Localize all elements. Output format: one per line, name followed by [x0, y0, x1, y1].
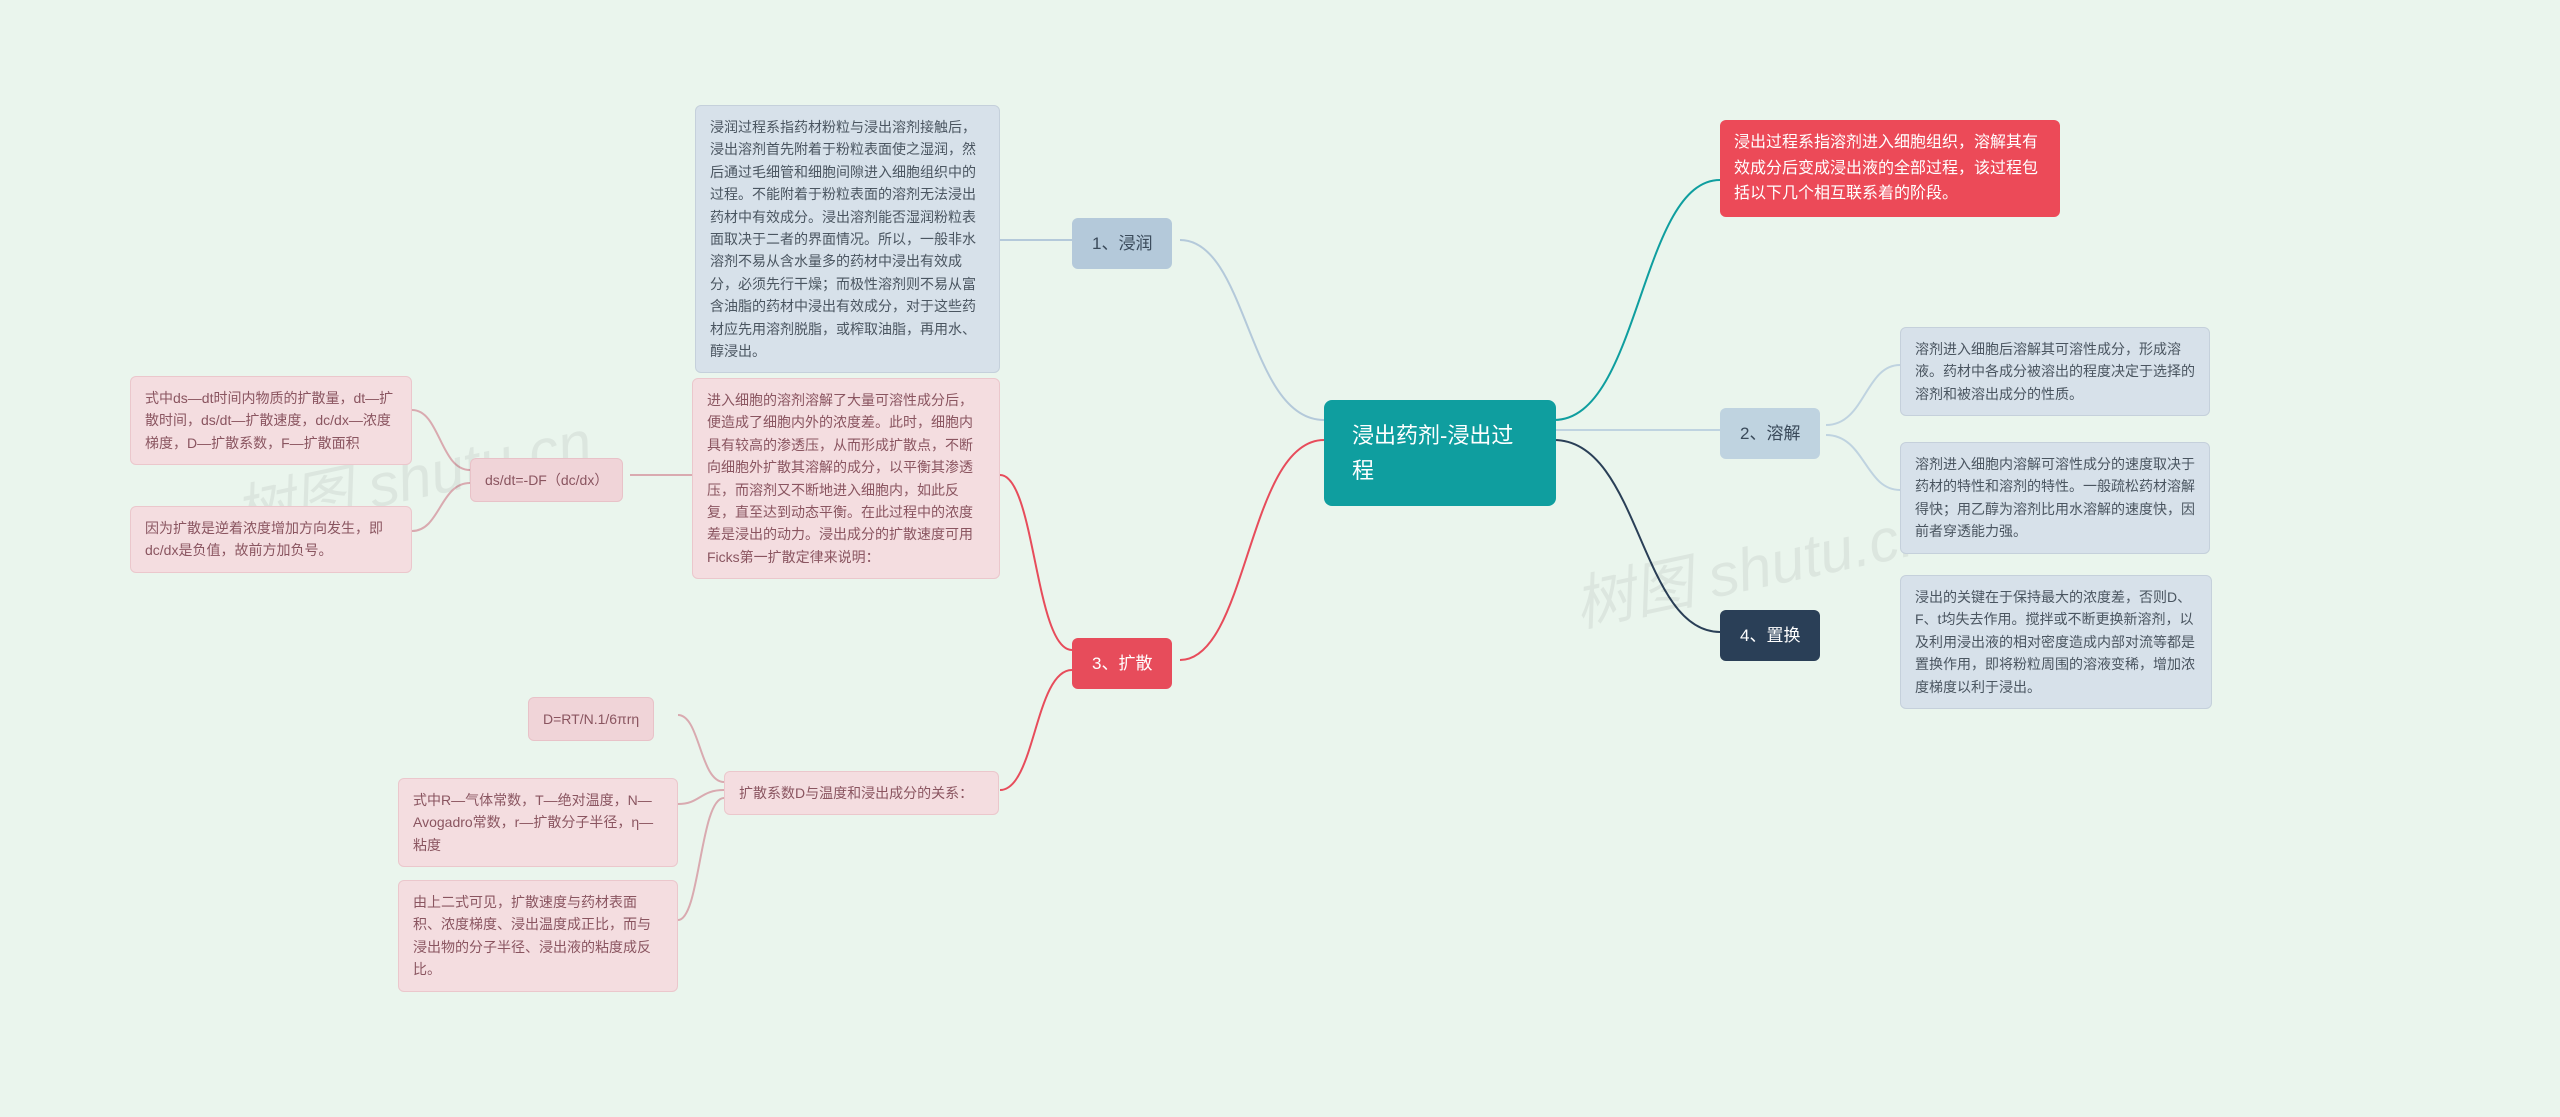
stage3-desc-main: 进入细胞的溶剂溶解了大量可溶性成分后，便造成了细胞内外的浓度差。此时，细胞内具有… [692, 378, 1000, 579]
formula2-equation: D=RT/N.1/6πrη [528, 697, 654, 741]
stage2-desc-a: 溶剂进入细胞后溶解其可溶性成分，形成溶液。药材中各成分被溶出的程度决定于选择的溶… [1900, 327, 2210, 416]
stage2-desc-b: 溶剂进入细胞内溶解可溶性成分的速度取决于药材的特性和溶剂的特性。一般疏松药材溶解… [1900, 442, 2210, 554]
stage3-label: 3、扩散 [1072, 638, 1172, 689]
formula2-expl1: 式中R—气体常数，T—绝对温度，N—Avogadro常数，r—扩散分子半径，η—… [398, 778, 678, 867]
intro-node: 浸出过程系指溶剂进入细胞组织，溶解其有效成分后变成浸出液的全部过程，该过程包括以… [1720, 120, 2060, 217]
stage4-label: 4、置换 [1720, 610, 1820, 661]
formula1-expl2: 因为扩散是逆着浓度增加方向发生，即dc/dx是负值，故前方加负号。 [130, 506, 412, 573]
stage1-desc: 浸润过程系指药材粉粒与浸出溶剂接触后，浸出溶剂首先附着于粉粒表面使之湿润，然后通… [695, 105, 1000, 373]
center-node: 浸出药剂-浸出过程 [1324, 400, 1556, 506]
formula1-equation: ds/dt=-DF（dc/dx） [470, 458, 623, 502]
stage2-label: 2、溶解 [1720, 408, 1820, 459]
formula2-title: 扩散系数D与温度和浸出成分的关系： [724, 771, 999, 815]
formula1-expl1: 式中ds—dt时间内物质的扩散量，dt—扩散时间，ds/dt—扩散速度，dc/d… [130, 376, 412, 465]
formula2-expl2: 由上二式可见，扩散速度与药材表面积、浓度梯度、浸出温度成正比，而与浸出物的分子半… [398, 880, 678, 992]
stage4-desc: 浸出的关键在于保持最大的浓度差，否则D、F、t均失去作用。搅拌或不断更换新溶剂，… [1900, 575, 2212, 709]
stage1-label: 1、浸润 [1072, 218, 1172, 269]
